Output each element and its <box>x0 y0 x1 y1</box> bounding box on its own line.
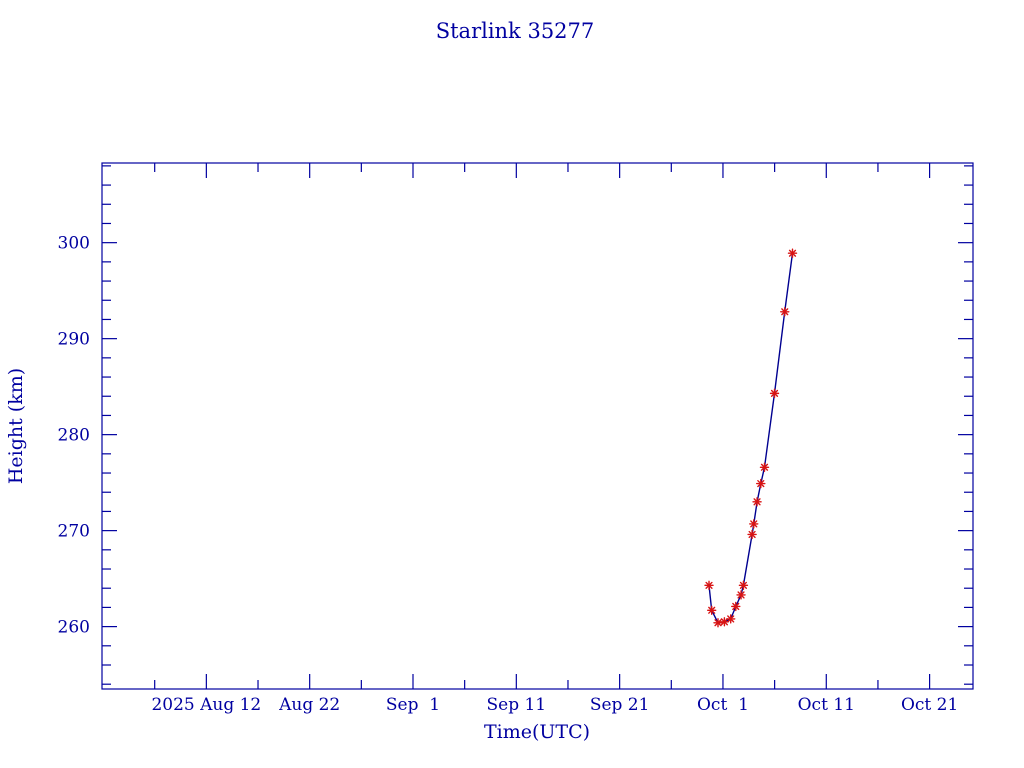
axis-tick-labels: 2025 Aug 12 Aug 22 Sep 1 Sep 11 Sep 21 Oct 1 O… <box>58 234 959 715</box>
marker-stroke <box>714 619 722 627</box>
marker-stroke <box>788 249 797 257</box>
x-tick-label: Oct 21 <box>901 695 958 715</box>
data-point-marker <box>752 497 762 507</box>
x-tick-label: Aug 22 <box>278 695 340 715</box>
x-axis-label: Time(UTC) <box>484 721 590 743</box>
x-tick-label: Sep 1 <box>386 695 440 715</box>
marker-stroke <box>737 591 745 599</box>
marker-stroke <box>753 498 761 506</box>
data-point-marker <box>731 601 741 612</box>
data-point-marker <box>749 519 759 529</box>
x-tick-label: Oct 1 <box>697 695 749 715</box>
data-point-marker <box>747 529 757 540</box>
axis-ticks <box>102 163 973 689</box>
data-point-marker <box>756 478 766 489</box>
data-point-marker <box>738 580 749 591</box>
data-point-marker <box>780 307 790 317</box>
y-tick-label: 290 <box>58 330 90 350</box>
x-tick-label: 2025 Aug 12 <box>151 695 261 715</box>
plot-frame <box>101 162 974 690</box>
chart-title: Starlink 35277 <box>436 19 595 43</box>
x-tick-label: Sep 21 <box>590 695 650 715</box>
y-tick-label: 300 <box>58 234 90 254</box>
y-tick-label: 260 <box>58 618 90 638</box>
data-point-marker <box>713 618 723 628</box>
data-point-marker <box>736 590 746 600</box>
data-point-marker <box>707 605 717 615</box>
marker-stroke <box>739 581 748 589</box>
data-point-marker <box>704 580 714 591</box>
height-series-line <box>708 253 794 624</box>
y-axis-label: Height (km) <box>5 368 27 484</box>
marker-stroke <box>757 479 765 488</box>
x-tick-label: Sep 11 <box>487 695 547 715</box>
data-line <box>708 253 794 624</box>
data-point-marker <box>759 462 770 472</box>
data-point-marker <box>787 248 798 258</box>
marker-stroke <box>770 389 779 397</box>
x-tick-label: Oct 11 <box>798 695 855 715</box>
marker-stroke <box>705 581 713 589</box>
marker-stroke <box>732 602 740 611</box>
marker-stroke <box>727 615 735 623</box>
marker-stroke <box>750 520 758 528</box>
marker-stroke <box>781 308 789 316</box>
marker-stroke <box>760 463 769 471</box>
marker-stroke <box>708 606 716 614</box>
marker-stroke <box>748 530 756 539</box>
y-tick-label: 280 <box>58 426 90 446</box>
data-point-marker <box>719 617 730 627</box>
data-markers <box>704 248 798 628</box>
y-tick-label: 270 <box>58 522 90 542</box>
data-point-marker <box>726 614 736 624</box>
data-point-marker <box>769 388 780 399</box>
marker-stroke <box>720 618 729 626</box>
